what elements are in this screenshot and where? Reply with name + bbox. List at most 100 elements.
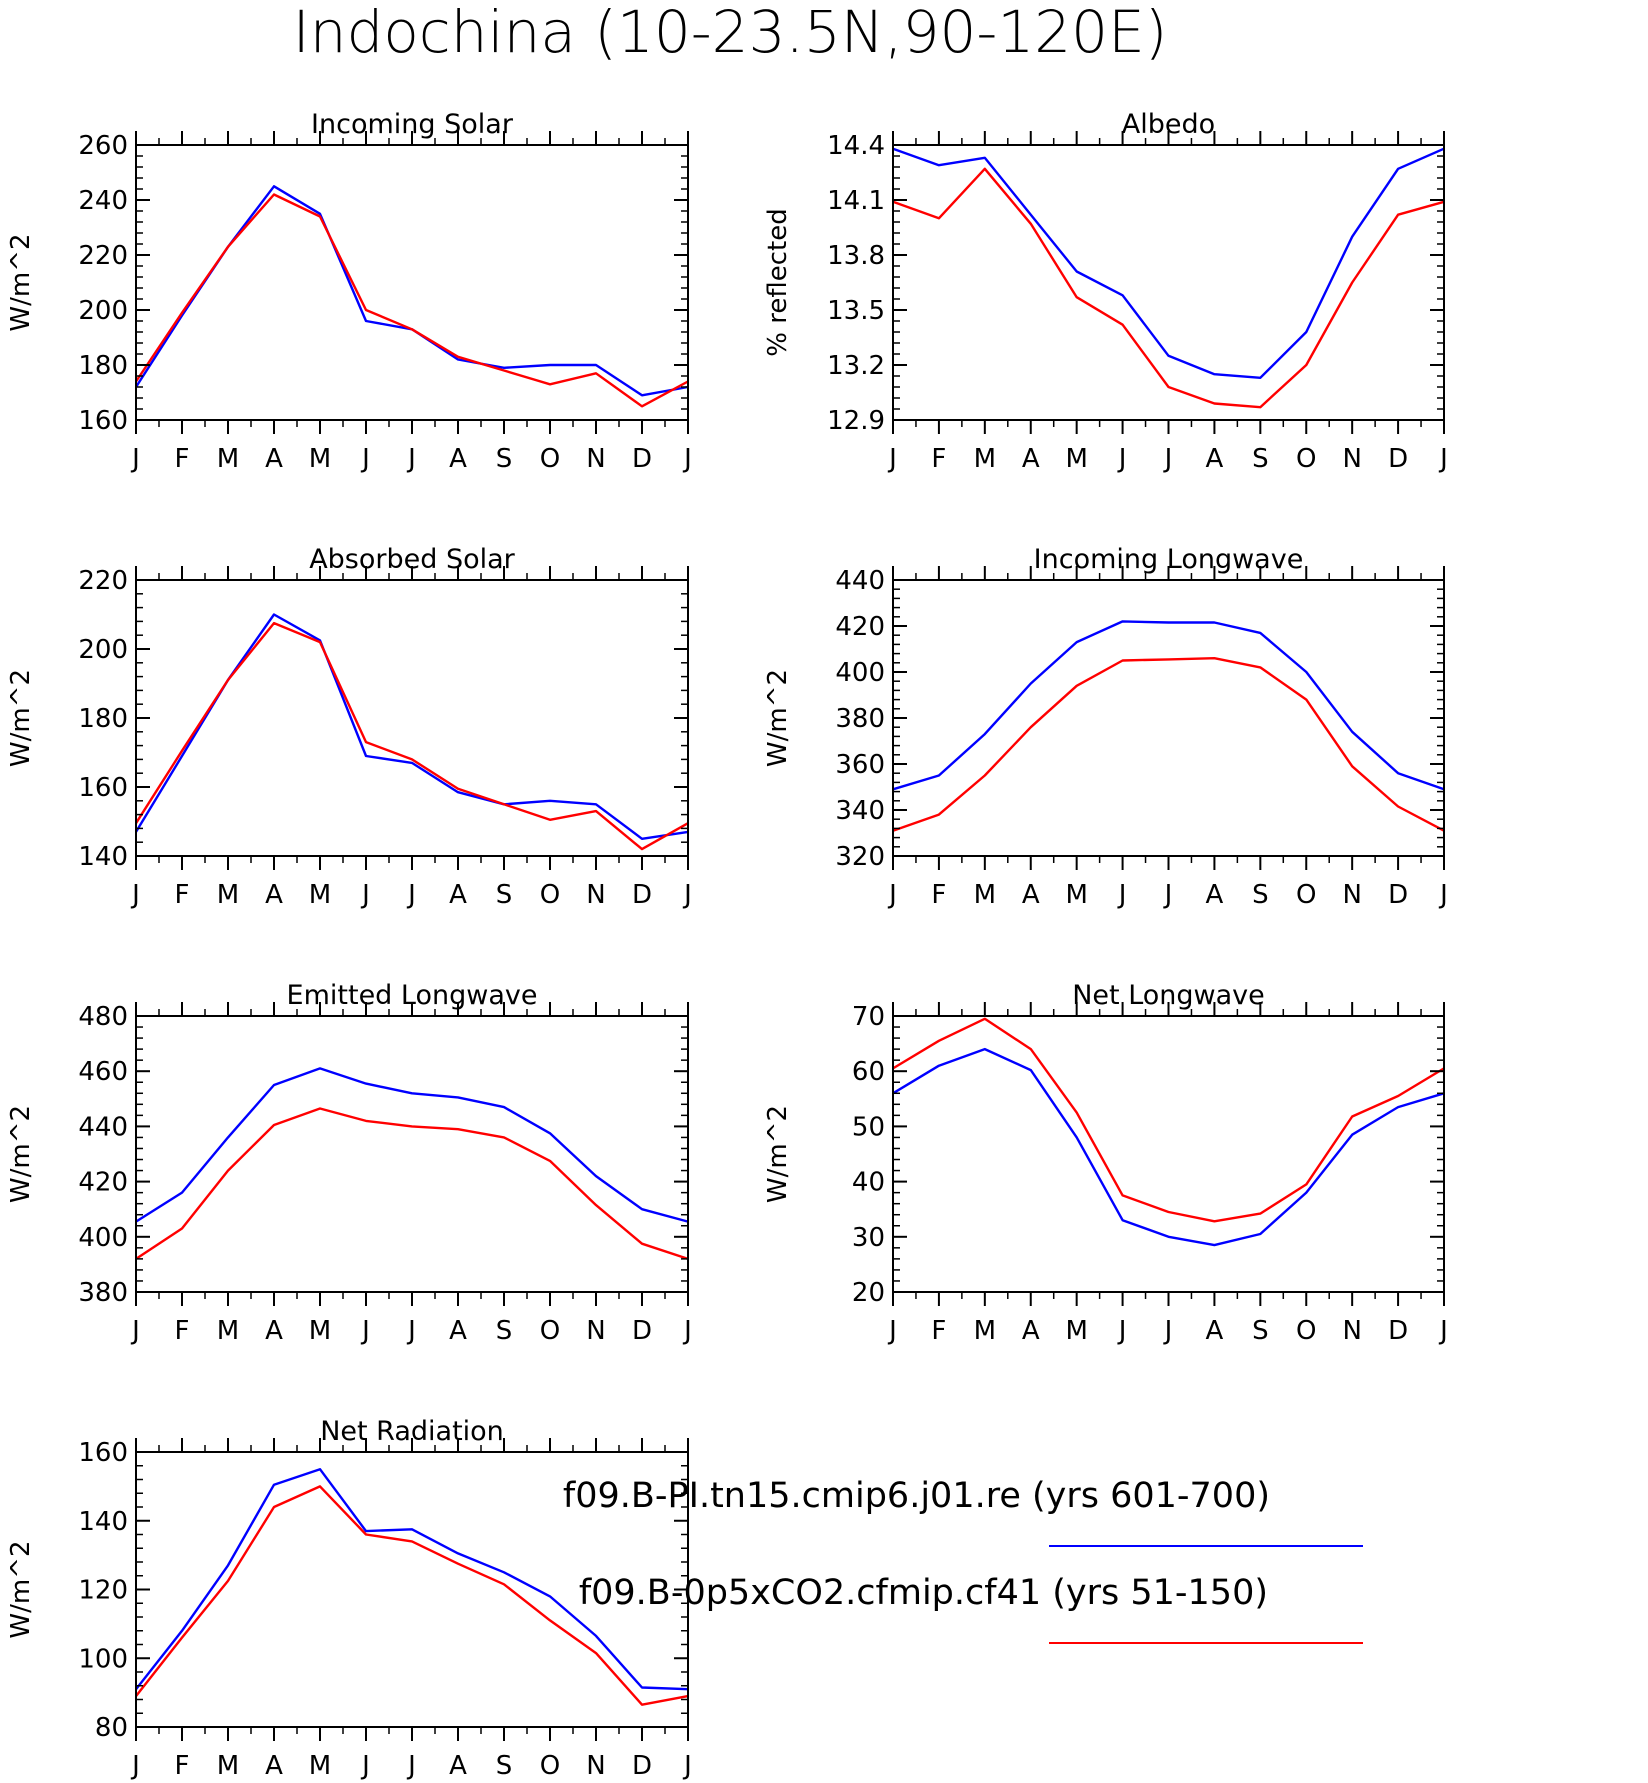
- y-tick-label: 20: [852, 1278, 885, 1308]
- x-tick-label: J: [360, 444, 370, 474]
- x-tick-label: M: [217, 1751, 239, 1781]
- y-tick-label: 60: [852, 1057, 885, 1087]
- x-tick-label: S: [1252, 1316, 1269, 1346]
- y-tick-label: 380: [78, 1278, 128, 1308]
- y-tick-label: 13.8: [827, 241, 885, 271]
- x-tick-label: A: [449, 1316, 467, 1346]
- y-tick-label: 12.9: [827, 406, 885, 436]
- x-tick-label: J: [406, 444, 416, 474]
- y-tick-label: 14.1: [827, 186, 885, 216]
- series-line-1: [892, 620, 1445, 791]
- x-tick-label: F: [175, 1751, 190, 1781]
- x-tick-label: J: [130, 1751, 140, 1781]
- chart-panel: J F M A M J J A S O N D J160180200220240260Incoming …: [6, 109, 692, 474]
- x-tick-label: A: [265, 1316, 283, 1346]
- y-tick-label: 180: [78, 351, 128, 381]
- x-tick-label: M: [974, 444, 996, 474]
- series-line-1: [892, 147, 1445, 379]
- y-tick-label: 440: [835, 566, 885, 596]
- legend: f09.B-PI.tn15.cmip6.j01.re (yrs 601-700)…: [563, 1476, 1363, 1644]
- y-axis-label: W/m^2: [763, 1105, 793, 1203]
- panels: J F M A M J J A S O N D J160180200220240260Incoming …: [6, 109, 1448, 1781]
- x-tick-label: O: [540, 1316, 560, 1346]
- x-tick-label: A: [449, 444, 467, 474]
- x-tick-label: O: [1296, 1316, 1316, 1346]
- x-tick-label: J: [130, 1316, 140, 1346]
- x-tick-label: M: [309, 1751, 331, 1781]
- x-tick-label: J: [1438, 880, 1448, 910]
- x-tick-label: N: [1342, 444, 1361, 474]
- x-tick-label: J: [406, 880, 416, 910]
- x-tick-label: J: [360, 1316, 370, 1346]
- x-tick-label: D: [632, 1316, 652, 1346]
- y-tick-label: 360: [835, 750, 885, 780]
- x-tick-label: M: [309, 444, 331, 474]
- x-tick-label: A: [1022, 880, 1040, 910]
- x-tick-label: J: [887, 1316, 897, 1346]
- y-tick-label: 140: [78, 842, 128, 872]
- y-tick-label: 420: [835, 612, 885, 642]
- x-tick-label: A: [449, 1751, 467, 1781]
- x-tick-label: M: [1065, 444, 1087, 474]
- page-title: Indochina (10-23.5N,90-120E): [293, 0, 1168, 66]
- plot-frame: [892, 144, 1445, 421]
- panel-title: Net Longwave: [1072, 980, 1265, 1011]
- x-tick-label: F: [175, 444, 190, 474]
- series-line-2: [134, 621, 689, 851]
- x-tick-label: M: [217, 444, 239, 474]
- y-tick-label: 220: [78, 566, 128, 596]
- x-tick-label: M: [309, 880, 331, 910]
- y-tick-label: 440: [78, 1112, 128, 1142]
- x-tick-label: J: [360, 880, 370, 910]
- x-tick-label: M: [974, 1316, 996, 1346]
- x-tick-label: N: [586, 444, 605, 474]
- y-tick-label: 160: [78, 1438, 128, 1468]
- x-tick-label: J: [682, 444, 692, 474]
- y-tick-label: 50: [852, 1112, 885, 1142]
- y-tick-label: 14.4: [827, 131, 885, 161]
- y-tick-label: 420: [78, 1168, 128, 1198]
- panel-title: Incoming Longwave: [1034, 544, 1304, 575]
- x-tick-label: J: [1117, 880, 1127, 910]
- x-tick-label: S: [496, 1751, 513, 1781]
- series-line-2: [135, 1107, 689, 1261]
- y-tick-label: 320: [835, 842, 885, 872]
- panel-title: Absorbed Solar: [309, 544, 515, 575]
- x-tick-label: O: [1296, 880, 1316, 910]
- x-tick-label: N: [586, 1751, 605, 1781]
- x-tick-label: J: [682, 880, 692, 910]
- panel-title: Net Radiation: [320, 1416, 504, 1447]
- plot-frame: [892, 1015, 1445, 1293]
- x-tick-label: F: [175, 1316, 190, 1346]
- x-tick-label: A: [1022, 1316, 1040, 1346]
- y-tick-label: 13.5: [827, 296, 885, 326]
- x-tick-label: J: [887, 880, 897, 910]
- panel-title: Incoming Solar: [311, 109, 514, 140]
- x-tick-label: S: [1252, 444, 1269, 474]
- y-tick-label: 380: [835, 704, 885, 734]
- x-tick-label: A: [265, 1751, 283, 1781]
- y-tick-label: 460: [78, 1057, 128, 1087]
- y-axis-label: W/m^2: [763, 669, 793, 767]
- x-tick-label: A: [265, 444, 283, 474]
- x-tick-label: A: [1206, 1316, 1224, 1346]
- x-tick-label: D: [632, 444, 652, 474]
- x-tick-label: J: [1163, 1316, 1173, 1346]
- legend-label-1: f09.B-PI.tn15.cmip6.j01.re (yrs 601-700): [563, 1476, 1270, 1516]
- x-tick-label: S: [1252, 880, 1269, 910]
- y-tick-label: 260: [78, 131, 128, 161]
- y-tick-label: 400: [78, 1223, 128, 1253]
- y-tick-label: 140: [78, 1507, 128, 1537]
- x-tick-label: M: [217, 880, 239, 910]
- x-tick-label: A: [1206, 444, 1224, 474]
- x-tick-label: A: [265, 880, 283, 910]
- x-tick-label: O: [1296, 444, 1316, 474]
- y-tick-label: 160: [78, 773, 128, 803]
- y-tick-label: 400: [835, 658, 885, 688]
- series-line-2: [892, 167, 1445, 409]
- x-tick-label: A: [1206, 880, 1224, 910]
- y-tick-label: 160: [78, 406, 128, 436]
